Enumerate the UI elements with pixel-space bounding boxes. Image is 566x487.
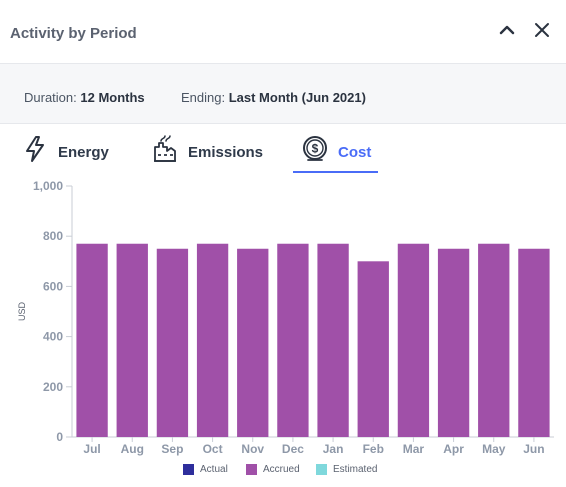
y-tick-label: 1,000 [33, 179, 63, 193]
ending-filter[interactable]: Ending: Last Month (Jun 2021) [181, 90, 366, 105]
y-tick-label: 0 [56, 430, 63, 444]
bar-accrued-apr [437, 248, 470, 437]
bar-accrued-oct [196, 243, 229, 437]
bar-accrued-aug [116, 243, 148, 437]
y-axis-title: USD [17, 302, 27, 322]
cost-bar-chart: 0 200 400 600 800 1,000 USD Jul Aug Sep Oct Nov Dec J… [0, 176, 566, 487]
x-tick-label: Aug [121, 442, 144, 456]
factory-icon [152, 134, 178, 164]
x-tick-label: Jan [323, 442, 344, 456]
tab-emissions[interactable]: Emissions [152, 134, 263, 174]
x-tick-label: Dec [282, 442, 304, 456]
y-tick-label: 400 [43, 330, 63, 344]
ending-value: Last Month (Jun 2021) [228, 90, 366, 105]
legend-swatch-accrued [246, 464, 257, 475]
legend-label-estimated: Estimated [333, 464, 378, 475]
filter-bar: Duration: 12 Months Ending: Last Month (… [0, 64, 566, 124]
tab-cost-label: Cost [338, 144, 372, 161]
chart-legend: Actual Accrued Estimated [0, 464, 566, 482]
x-tick-label: Jun [523, 442, 544, 456]
x-tick-label: Nov [241, 442, 264, 456]
bar-accrued-nov [237, 248, 269, 437]
x-tick-label: Oct [203, 442, 223, 456]
ending-label: Ending: [181, 90, 226, 105]
chevron-up-icon [499, 25, 515, 35]
y-tick-label: 200 [43, 380, 63, 394]
x-tick-label: Feb [363, 442, 384, 456]
bar-accrued-mar [397, 243, 430, 437]
close-icon [535, 23, 549, 37]
bar-accrued-jan [317, 243, 349, 437]
legend-item-accrued[interactable]: Accrued [246, 464, 300, 475]
x-tick-label: Mar [403, 442, 425, 456]
tab-energy[interactable]: Energy [22, 134, 109, 174]
bar-accrued-feb [357, 261, 389, 437]
collapse-button[interactable] [495, 18, 519, 42]
dollar-coin-icon: $ [302, 134, 328, 164]
y-tick-label: 600 [43, 279, 63, 293]
svg-text:$: $ [312, 142, 319, 156]
legend-label-accrued: Accrued [263, 464, 300, 475]
duration-filter[interactable]: Duration: 12 Months [24, 90, 145, 105]
legend-swatch-actual [183, 464, 194, 475]
x-tick-label: Apr [443, 442, 464, 456]
x-tick-label: Sep [161, 442, 183, 456]
duration-label: Duration: [24, 90, 77, 105]
metric-tabs: Energy Emissions $ Cost [0, 124, 566, 174]
chart-canvas: 0 200 400 600 800 1,000 USD Jul Aug Sep Oct Nov Dec J… [17, 179, 554, 456]
duration-value: 12 Months [80, 90, 145, 105]
lightning-bolt-icon [22, 134, 48, 164]
legend-swatch-estimated [316, 464, 327, 475]
tab-emissions-label: Emissions [188, 144, 264, 161]
bar-accrued-jul [76, 243, 108, 437]
bar-accrued-jun [518, 248, 550, 437]
legend-item-estimated[interactable]: Estimated [316, 464, 377, 475]
y-tick-label: 800 [43, 229, 63, 243]
legend-item-actual[interactable]: Actual [183, 464, 228, 475]
legend-label-actual: Actual [200, 464, 228, 475]
tab-energy-label: Energy [58, 144, 109, 161]
x-tick-label: Jul [83, 442, 100, 456]
panel-header: Activity by Period [0, 0, 566, 64]
active-tab-indicator [293, 171, 378, 173]
close-button[interactable] [530, 18, 554, 42]
tab-cost[interactable]: $ Cost [302, 134, 371, 174]
panel-title: Activity by Period [10, 25, 137, 42]
bar-accrued-may [478, 243, 510, 437]
bar-accrued-sep [156, 248, 189, 437]
bar-accrued-dec [277, 243, 309, 437]
x-tick-label: May [482, 442, 506, 456]
